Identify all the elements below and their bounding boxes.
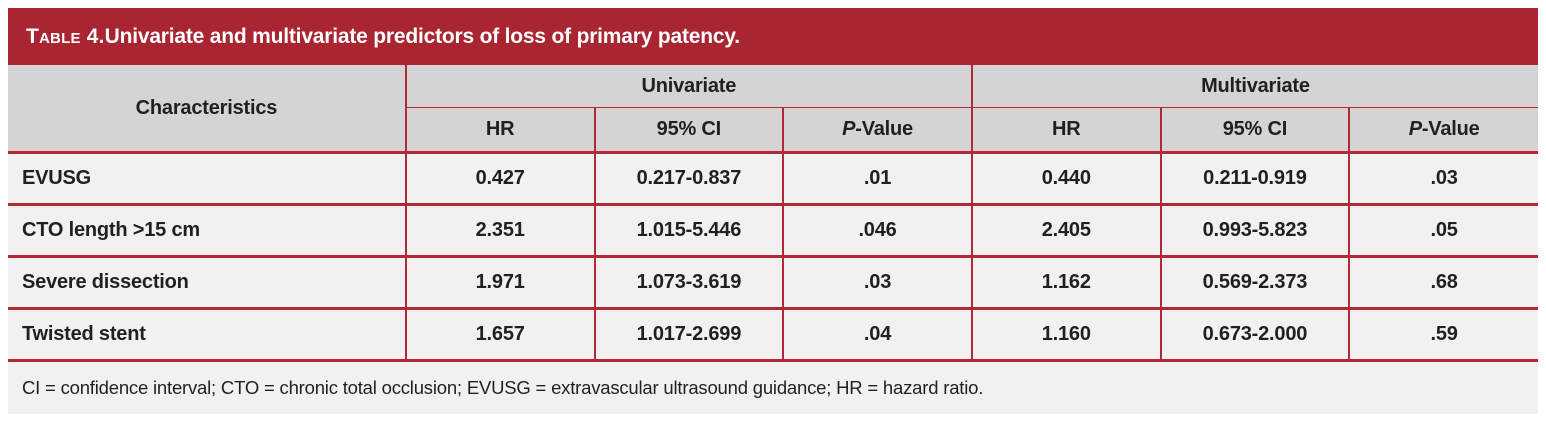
cell-multi-pvalue: .05 bbox=[1349, 203, 1538, 257]
cell-uni-hr: 1.657 bbox=[405, 307, 596, 362]
cell-uni-pvalue: .01 bbox=[783, 151, 973, 205]
pvalue-italic-p: P bbox=[1408, 118, 1422, 140]
cell-multi-hr: 1.162 bbox=[971, 255, 1162, 309]
table-4-panel: Table 4. Univariate and multivariate pre… bbox=[8, 8, 1538, 414]
group-header-multivariate: Multivariate bbox=[971, 65, 1538, 108]
cell-uni-hr: 0.427 bbox=[405, 151, 596, 205]
cell-multi-ci: 0.211-0.919 bbox=[1160, 151, 1351, 205]
group-header-row: Characteristics Univariate Multivariate bbox=[8, 65, 1538, 153]
row-label: Twisted stent bbox=[8, 307, 407, 362]
table-title-bar: Table 4. Univariate and multivariate pre… bbox=[8, 8, 1538, 65]
pvalue-rest: -Value bbox=[1421, 118, 1480, 140]
table-row: EVUSG 0.427 0.217-0.837 .01 0.440 0.211-… bbox=[8, 151, 1538, 205]
pvalue-italic-p: P bbox=[842, 118, 856, 140]
cell-uni-ci: 0.217-0.837 bbox=[594, 151, 785, 205]
cell-uni-ci: 1.073-3.619 bbox=[594, 255, 785, 309]
table-title-prefix: Table 4. bbox=[26, 24, 105, 48]
row-label: EVUSG bbox=[8, 151, 407, 205]
cell-uni-pvalue: .03 bbox=[783, 255, 973, 309]
cell-uni-hr: 1.971 bbox=[405, 255, 596, 309]
cell-multi-ci: 0.993-5.823 bbox=[1160, 203, 1351, 257]
cell-multi-pvalue: .68 bbox=[1349, 255, 1538, 309]
cell-multi-ci: 0.569-2.373 bbox=[1160, 255, 1351, 309]
sub-header-row: HR 95% CI P-Value HR 95% CI P-Value bbox=[8, 107, 1538, 153]
column-header-characteristics: Characteristics bbox=[8, 65, 407, 153]
table-header: Characteristics Univariate Multivariate … bbox=[8, 65, 1538, 153]
table-row: CTO length >15 cm 2.351 1.015-5.446 .046… bbox=[8, 203, 1538, 257]
table-title-text: Univariate and multivariate predictors o… bbox=[104, 24, 740, 48]
column-header-hr-multivariate: HR bbox=[971, 107, 1162, 153]
cell-multi-hr: 1.160 bbox=[971, 307, 1162, 362]
cell-uni-pvalue: .04 bbox=[783, 307, 973, 362]
cell-uni-ci: 1.017-2.699 bbox=[594, 307, 785, 362]
cell-multi-pvalue: .59 bbox=[1349, 307, 1538, 362]
cell-uni-pvalue: .046 bbox=[783, 203, 973, 257]
table-body: EVUSG 0.427 0.217-0.837 .01 0.440 0.211-… bbox=[8, 151, 1538, 362]
cell-multi-ci: 0.673-2.000 bbox=[1160, 307, 1351, 362]
predictors-table: Characteristics Univariate Multivariate … bbox=[8, 65, 1538, 362]
cell-uni-ci: 1.015-5.446 bbox=[594, 203, 785, 257]
column-header-pvalue-univariate: P-Value bbox=[783, 107, 973, 153]
row-label: Severe dissection bbox=[8, 255, 407, 309]
column-header-pvalue-multivariate: P-Value bbox=[1349, 107, 1538, 153]
group-header-univariate: Univariate bbox=[405, 65, 973, 108]
cell-multi-hr: 2.405 bbox=[971, 203, 1162, 257]
table-row: Twisted stent 1.657 1.017-2.699 .04 1.16… bbox=[8, 307, 1538, 362]
cell-uni-hr: 2.351 bbox=[405, 203, 596, 257]
column-header-ci-multivariate: 95% CI bbox=[1160, 107, 1351, 153]
table-row: Severe dissection 1.971 1.073-3.619 .03 … bbox=[8, 255, 1538, 309]
row-label: CTO length >15 cm bbox=[8, 203, 407, 257]
column-header-ci-univariate: 95% CI bbox=[594, 107, 785, 153]
pvalue-rest: -Value bbox=[855, 118, 913, 140]
cell-multi-pvalue: .03 bbox=[1349, 151, 1538, 205]
table-footnote: CI = confidence interval; CTO = chronic … bbox=[8, 362, 1538, 414]
column-header-hr-univariate: HR bbox=[405, 107, 596, 153]
cell-multi-hr: 0.440 bbox=[971, 151, 1162, 205]
